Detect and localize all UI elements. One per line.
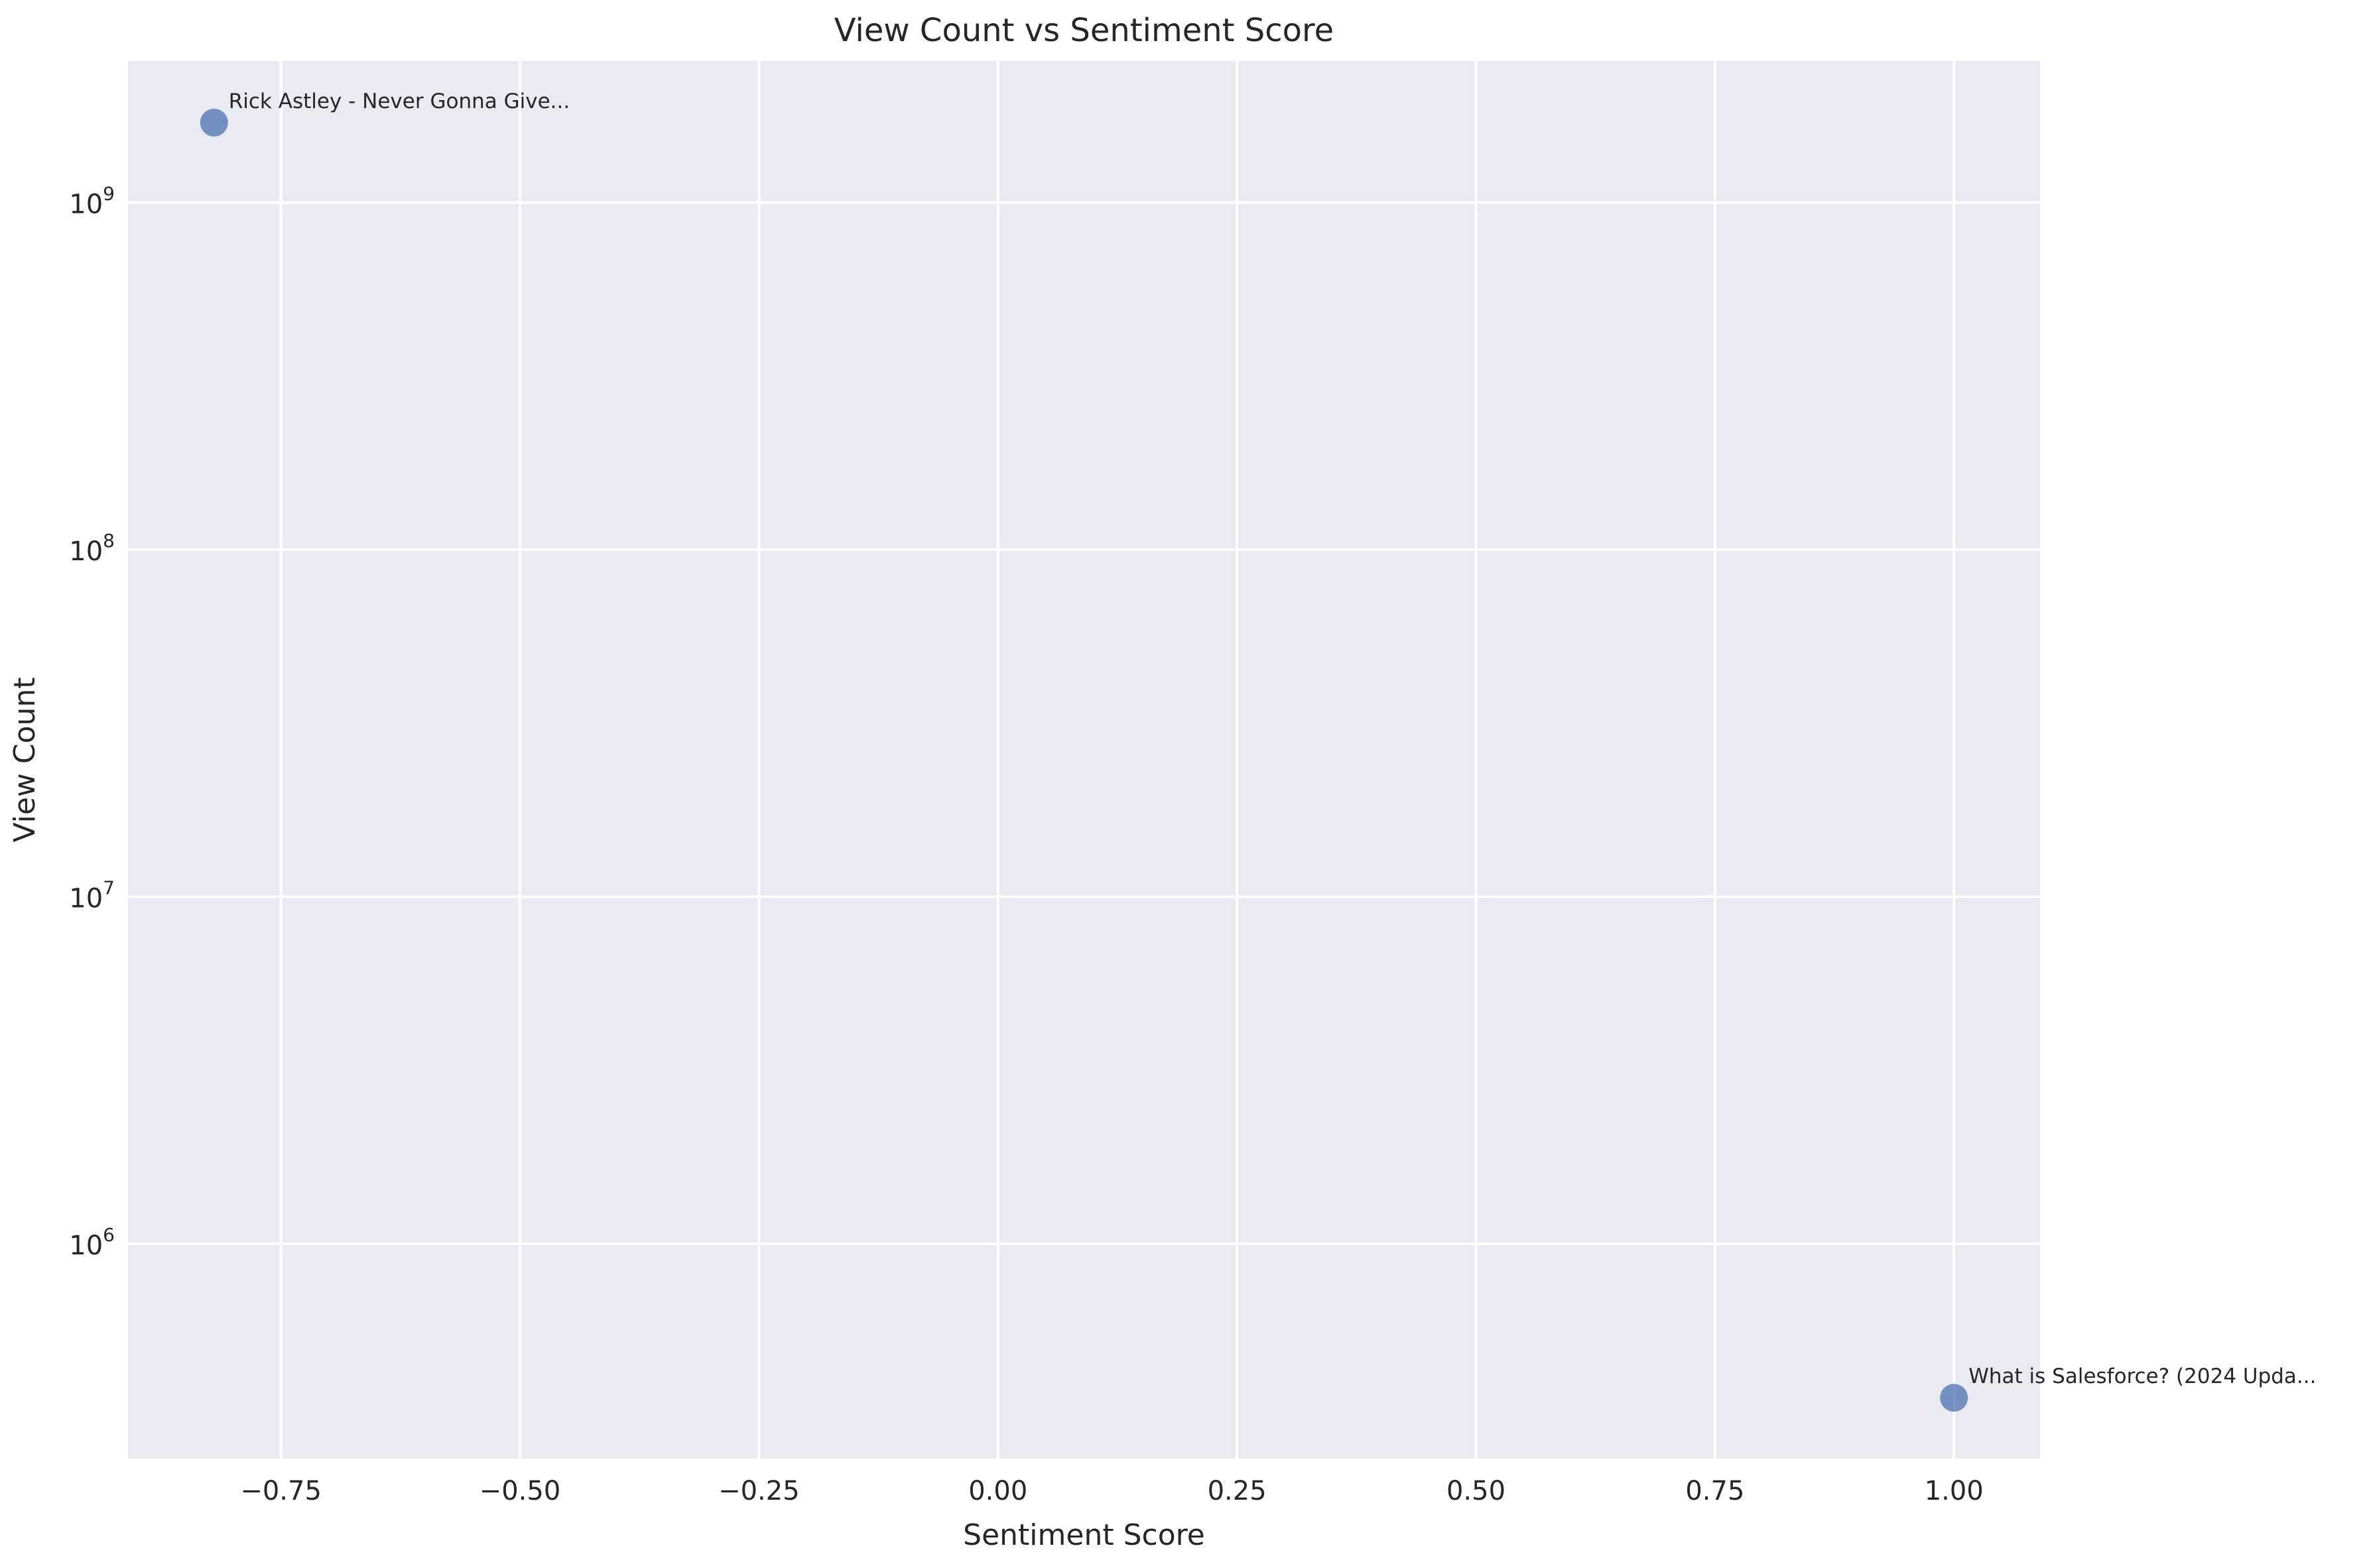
x-gridlines [279, 61, 1956, 1459]
x-tick-label: −0.75 [240, 1476, 322, 1506]
y-tick-label: 107 [69, 877, 115, 914]
y-axis-label: View Count [8, 677, 42, 842]
y-tick-exponent: 8 [103, 530, 115, 552]
y-tick-base: 10 [69, 884, 103, 914]
x-tick-label: −0.25 [718, 1476, 800, 1506]
y-tick-base: 10 [69, 536, 103, 567]
y-tick-exponent: 9 [103, 183, 115, 205]
y-tick-base: 10 [69, 1231, 103, 1261]
y-gridlines [128, 201, 2040, 1245]
x-tick-label: 0.75 [1685, 1476, 1744, 1506]
x-tick-label: −0.50 [479, 1476, 561, 1506]
x-axis-label: Sentiment Score [963, 1518, 1205, 1552]
point-annotations: Rick Astley - Never Gonna Give... What is… [229, 90, 2317, 1388]
chart-title: View Count vs Sentiment Score [834, 12, 1334, 49]
y-tick-label: 108 [69, 530, 115, 567]
x-tick-label: 1.00 [1925, 1476, 1984, 1506]
x-tick-label: 0.00 [968, 1476, 1027, 1506]
x-tick-label: 0.25 [1208, 1476, 1267, 1506]
y-tick-label: 109 [69, 183, 115, 220]
scatter-point [200, 108, 228, 137]
point-label: What is Salesforce? (2024 Upda... [1968, 1364, 2316, 1388]
plot-background [128, 61, 2040, 1459]
y-tick-label: 106 [69, 1224, 115, 1261]
y-tick-exponent: 6 [103, 1224, 115, 1246]
x-tick-label: 0.50 [1446, 1476, 1505, 1506]
data-points [200, 108, 1968, 1412]
y-tick-base: 10 [69, 190, 103, 220]
y-tick-exponent: 7 [103, 877, 115, 899]
x-tick-labels: −0.75 −0.50 −0.25 0.00 0.25 0.50 0.75 1.00 [240, 1476, 1983, 1506]
point-label: Rick Astley - Never Gonna Give... [229, 90, 570, 113]
scatter-point [1940, 1384, 1968, 1412]
